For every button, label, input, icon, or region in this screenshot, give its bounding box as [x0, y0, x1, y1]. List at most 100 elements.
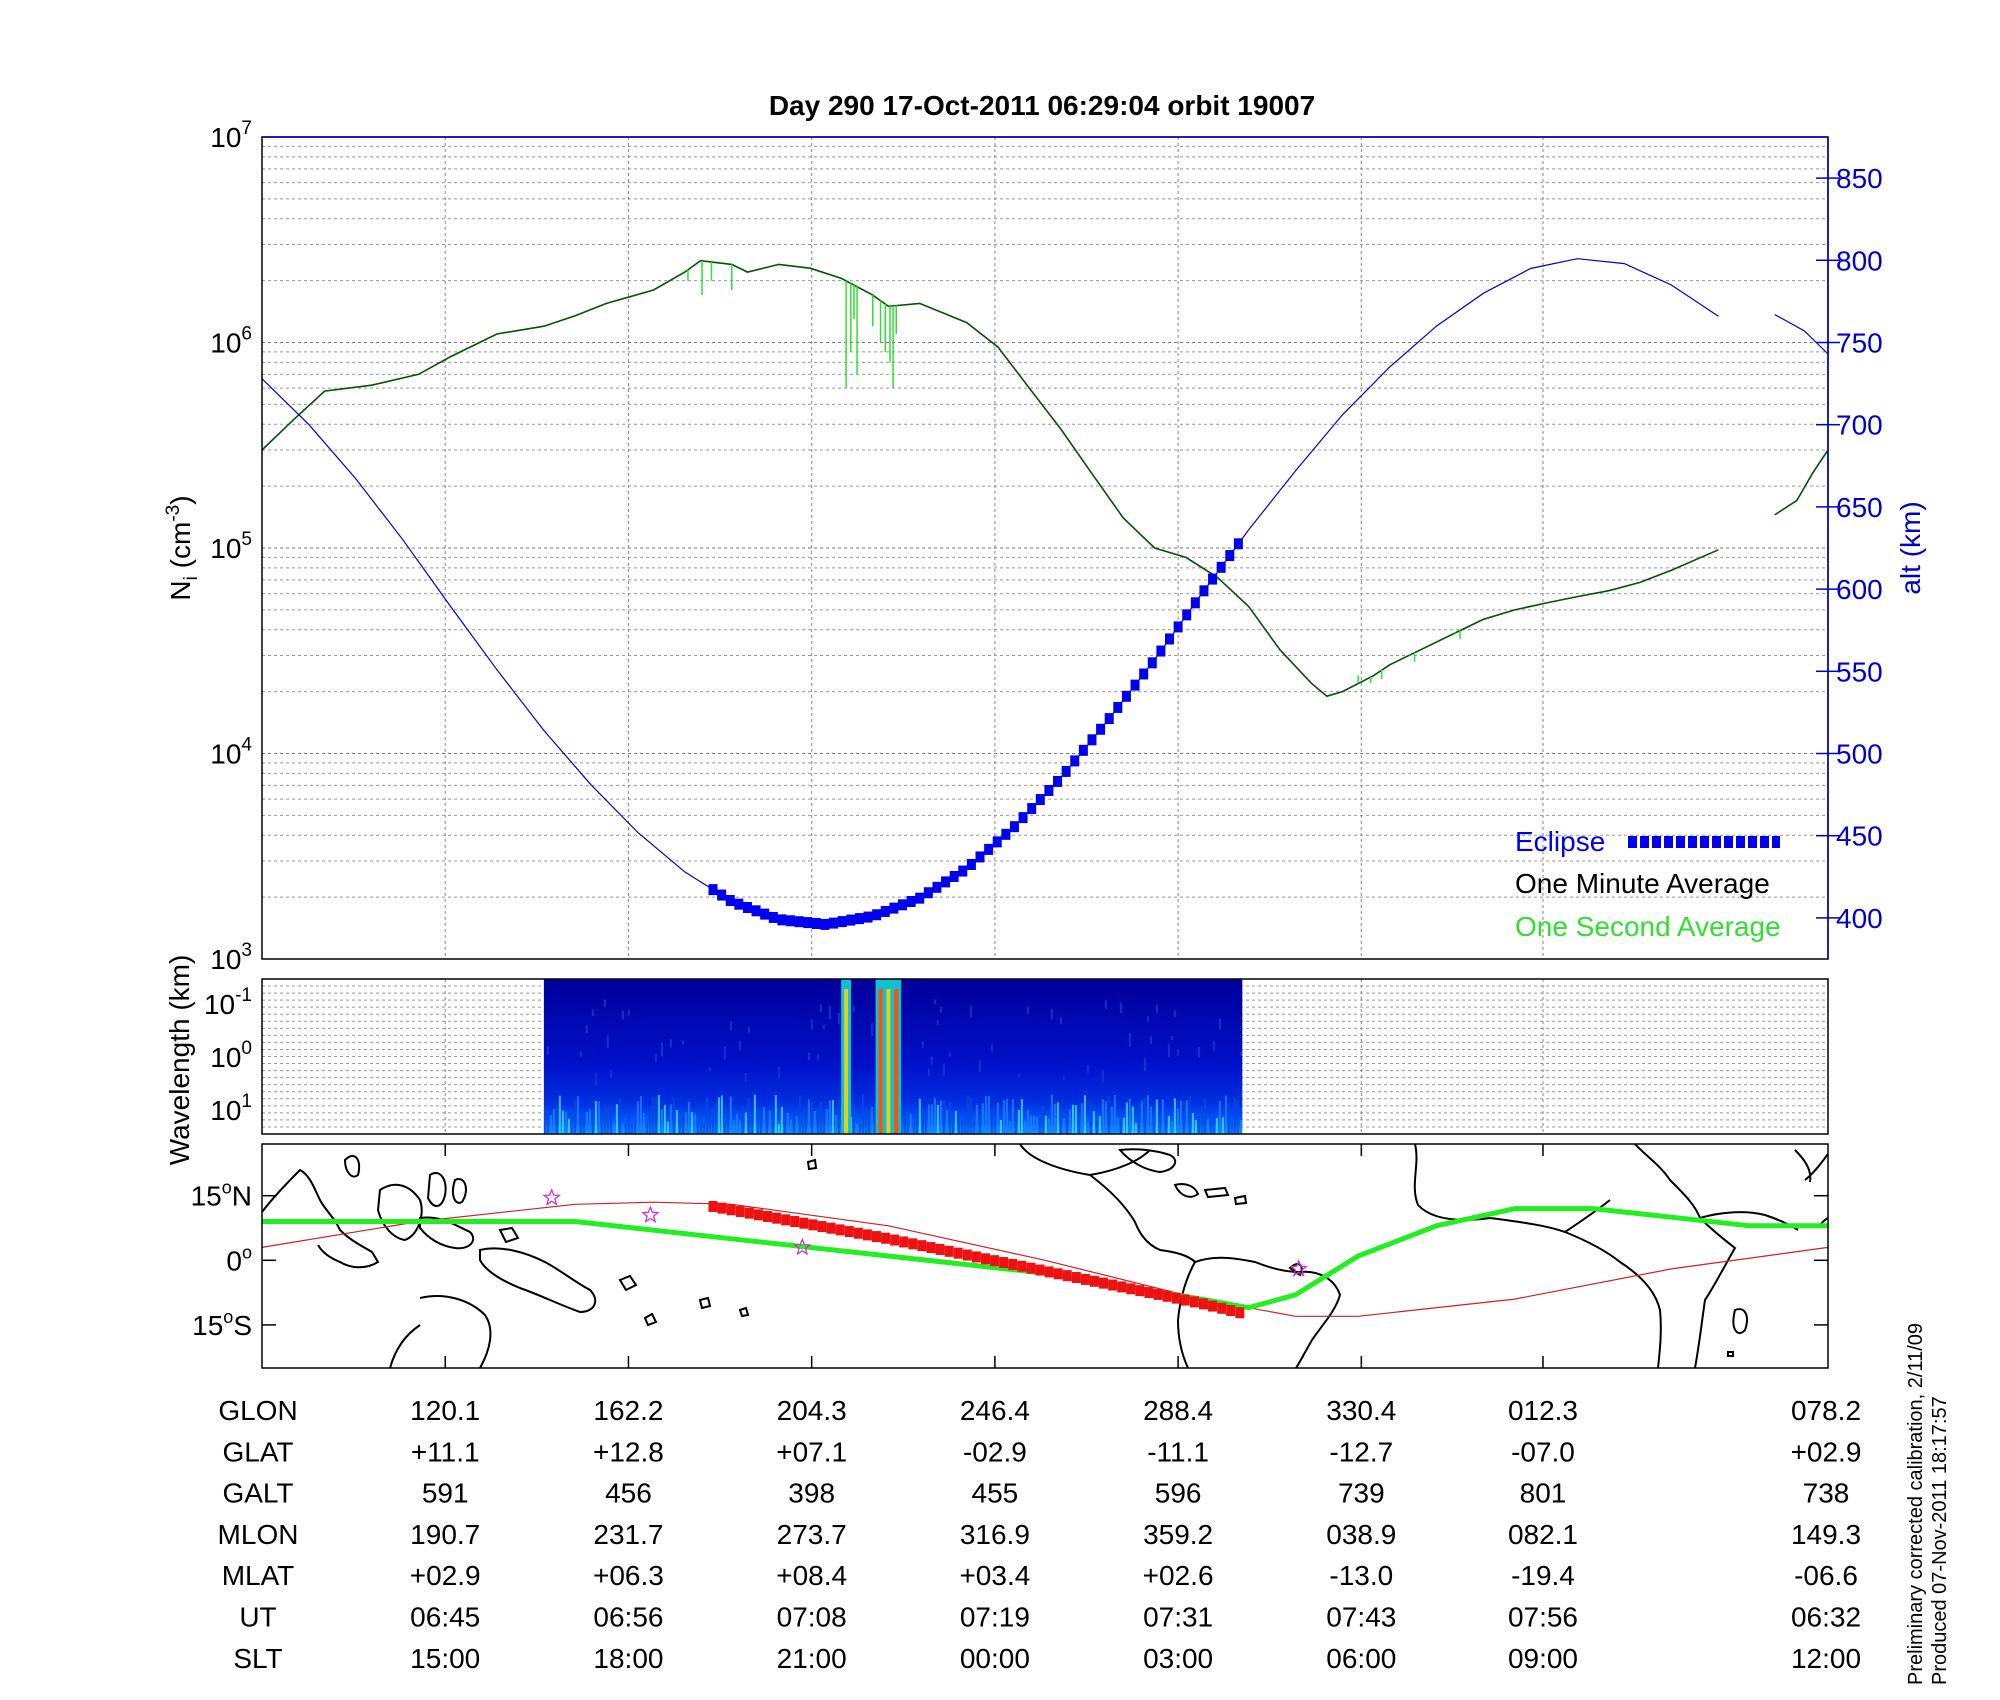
- spectro-speckle: [591, 1009, 594, 1017]
- spectro-column: [660, 1109, 663, 1134]
- spectro-speckle: [1101, 1070, 1104, 1083]
- spectro-speckle: [1146, 1016, 1149, 1022]
- figure-title: Day 290 17-Oct-2011 06:29:04 orbit 19007: [769, 90, 1315, 121]
- eclipse-marker: [906, 895, 916, 907]
- eclipse-track-marker: [744, 1207, 754, 1219]
- spectro-column: [1014, 1110, 1017, 1134]
- spectro-column: [681, 1108, 684, 1134]
- eclipse-track-marker: [1180, 1294, 1190, 1306]
- spectro-speckle: [819, 1004, 822, 1013]
- spectro-column: [600, 1114, 603, 1134]
- spectro-speckle: [1086, 1064, 1089, 1073]
- spectro-column: [861, 1094, 864, 1134]
- star-marker: [542, 1187, 562, 1206]
- eclipse-track-marker: [1117, 1281, 1127, 1293]
- spectro-column: [807, 1099, 810, 1134]
- eclipse-track-marker: [962, 1249, 972, 1261]
- spectro-column: [972, 1121, 975, 1134]
- eclipse-marker: [897, 899, 907, 911]
- eclipse-track-marker: [944, 1245, 954, 1257]
- spectro-column: [915, 1114, 918, 1134]
- density-grid: [262, 137, 1828, 959]
- eclipse-track-marker: [917, 1240, 927, 1252]
- spectro-speckle: [1218, 1018, 1221, 1030]
- spectro-column: [588, 1109, 591, 1134]
- spectro-column: [1026, 1109, 1029, 1134]
- table-cell: 06:56: [593, 1602, 663, 1633]
- spectro-column: [1122, 1117, 1125, 1134]
- table-cell: 455: [972, 1478, 1019, 1509]
- spectro-column: [558, 1095, 561, 1134]
- eclipse-marker: [760, 908, 770, 920]
- spectro-column: [852, 1102, 855, 1134]
- spectro-speckle: [1212, 1041, 1215, 1051]
- spectro-column: [1146, 1095, 1149, 1134]
- spectro-column: [717, 1097, 720, 1134]
- spectro-column: [666, 1121, 669, 1134]
- table-cell: 038.9: [1326, 1519, 1396, 1550]
- spectro-column: [1119, 1113, 1122, 1134]
- eclipse-track-marker: [1099, 1277, 1109, 1289]
- eclipse-marker: [1164, 633, 1174, 645]
- spectro-speckle: [738, 1041, 741, 1051]
- table-cell: 06:45: [410, 1602, 480, 1633]
- table-cell: 07:43: [1326, 1602, 1396, 1633]
- table-cell: 231.7: [593, 1519, 663, 1550]
- eclipse-track-marker: [1071, 1272, 1081, 1284]
- left-tick-label: 103: [210, 940, 252, 975]
- table-cell: 204.3: [777, 1395, 847, 1426]
- spectro-column: [711, 1107, 714, 1134]
- spectro-column: [1200, 1106, 1203, 1134]
- eclipse-track-marker: [1108, 1279, 1118, 1291]
- spectro-band-core: [886, 989, 891, 1134]
- spectro-column: [1080, 1103, 1083, 1134]
- spectro-column: [1230, 1121, 1233, 1134]
- table-cell: +06.3: [593, 1560, 664, 1591]
- spectro-speckle: [1167, 1043, 1170, 1058]
- spectro-column: [1110, 1106, 1113, 1134]
- spectro-column: [699, 1111, 702, 1134]
- spectro-speckle: [681, 1040, 684, 1045]
- spectro-column: [594, 1101, 597, 1134]
- eclipse-marker: [1121, 690, 1131, 702]
- spectro-column: [759, 1109, 762, 1134]
- table-row-label: MLON: [218, 1519, 299, 1550]
- spectro-column: [993, 1119, 996, 1134]
- spectro-column: [561, 1110, 564, 1134]
- spectro-column: [819, 1102, 822, 1134]
- eclipse-marker: [1096, 723, 1106, 735]
- spectro-column: [585, 1111, 588, 1134]
- table-cell: 18:00: [593, 1643, 663, 1674]
- spectro-column: [1227, 1103, 1230, 1134]
- spectro-column: [1011, 1099, 1014, 1134]
- spectro-speckle: [1026, 1006, 1029, 1014]
- spectro-column: [930, 1104, 933, 1134]
- spectro-column: [1041, 1105, 1044, 1134]
- spectro-column: [1206, 1119, 1209, 1134]
- eclipse-track-marker: [1062, 1270, 1072, 1282]
- spectro-column: [570, 1117, 573, 1134]
- table-cell: +12.8: [593, 1436, 664, 1467]
- spectro-speckle: [1104, 1000, 1107, 1009]
- spectro-column: [927, 1104, 930, 1134]
- spectro-column: [720, 1095, 723, 1134]
- table-cell: 739: [1338, 1478, 1385, 1509]
- eclipse-marker: [1113, 701, 1123, 713]
- spectro-speckle: [654, 1053, 657, 1062]
- table-cell: 09:00: [1508, 1643, 1578, 1674]
- spectro-column: [648, 1105, 651, 1134]
- eclipse-marker: [966, 858, 976, 870]
- spectro-column: [1125, 1102, 1128, 1134]
- spectro-speckle: [816, 1054, 819, 1061]
- spectro-column: [1188, 1095, 1191, 1134]
- spectro-column: [1092, 1111, 1095, 1134]
- eclipse-track-marker: [1026, 1262, 1036, 1274]
- eclipse-track-marker: [881, 1232, 891, 1244]
- spectro-column: [729, 1096, 732, 1134]
- spectro-column: [1221, 1117, 1224, 1134]
- spectro-column: [864, 1107, 867, 1134]
- spectro-column: [1002, 1100, 1005, 1134]
- spectro-column: [702, 1122, 705, 1134]
- spectro-column: [1170, 1120, 1173, 1134]
- eclipse-track-marker: [908, 1238, 918, 1250]
